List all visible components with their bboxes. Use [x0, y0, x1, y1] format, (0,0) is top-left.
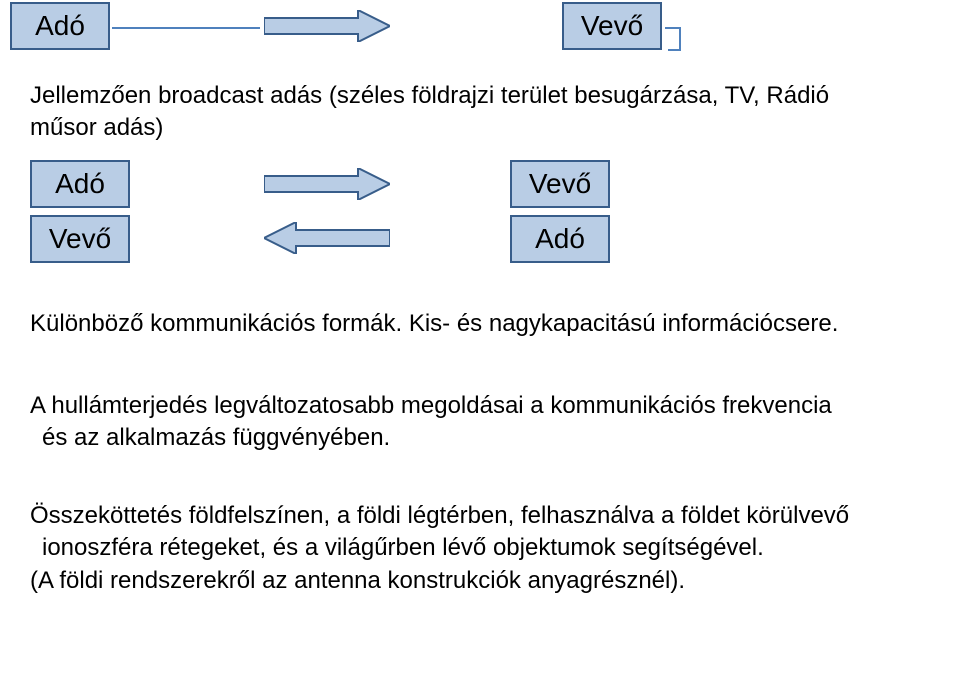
box-label: Vevő: [529, 168, 591, 200]
text-line: Különböző kommunikációs formák. Kis- és …: [30, 310, 838, 337]
box-label: Adó: [535, 223, 585, 255]
box-vevo-left: Vevő: [30, 215, 130, 263]
text-line: A hullámterjedés legváltozatosabb megold…: [30, 392, 832, 419]
text-propagation: A hullámterjedés legváltozatosabb megold…: [30, 390, 930, 455]
text-connection: Összeköttetés földfelszínen, a földi lég…: [30, 500, 950, 597]
box-ado-right: Adó: [510, 215, 610, 263]
box-vevo-top: Vevő: [562, 2, 662, 50]
text-line: Jellemzően broadcast adás (széles földra…: [30, 82, 829, 109]
box-ado-left: Adó: [30, 160, 130, 208]
box-ado-top: Adó: [10, 2, 110, 50]
text-line: Összeköttetés földfelszínen, a földi lég…: [30, 502, 849, 529]
text-line: műsor adás): [30, 114, 163, 141]
arrow-mid-right: [264, 168, 390, 200]
text-line: és az alkalmazás függvényében.: [42, 424, 390, 451]
box-label: Vevő: [49, 223, 111, 255]
arrow-mid-left: [264, 222, 390, 254]
box-label: Adó: [55, 168, 105, 200]
box-vevo-right: Vevő: [510, 160, 610, 208]
text-forms: Különböző kommunikációs formák. Kis- és …: [30, 308, 930, 340]
text-broadcast: Jellemzően broadcast adás (széles földra…: [30, 80, 930, 145]
box-label: Adó: [35, 10, 85, 42]
arrow-top-right: [264, 10, 390, 42]
text-line: (A földi rendszerekről az antenna konstr…: [30, 567, 685, 594]
box-label: Vevő: [581, 10, 643, 42]
text-line: ionoszféra rétegeket, és a világűrben lé…: [42, 534, 764, 561]
